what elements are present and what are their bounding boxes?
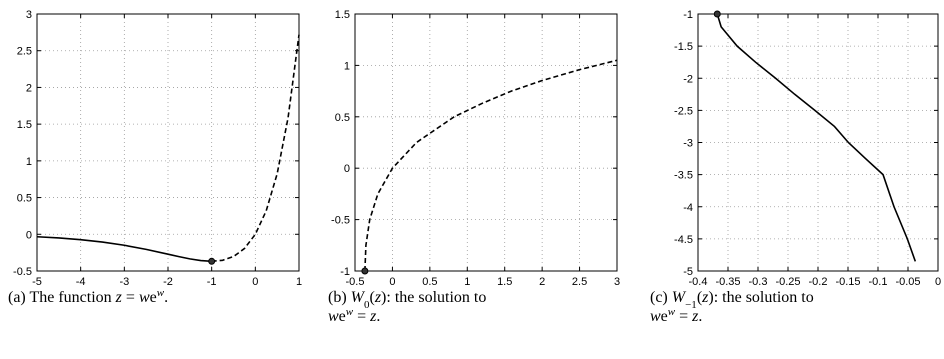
x-tick-label: -0.5: [346, 276, 365, 288]
x-tick-label: 1: [464, 276, 470, 288]
caption-line-2: wew = z.: [328, 306, 380, 325]
y-tick-label: -3.5: [674, 170, 693, 182]
x-tick-label: -2: [163, 276, 173, 288]
x-tick-label: -0.3: [749, 276, 768, 288]
caption-line-1: (c) W−1(z): the solution to: [650, 289, 814, 311]
x-tick-label: -0.2: [809, 276, 828, 288]
y-tick-label: 0.5: [17, 193, 32, 205]
x-tick-label: 2.5: [572, 276, 587, 288]
x-tick-label: 0.5: [422, 276, 437, 288]
y-tick-label: 2.5: [17, 46, 32, 58]
grid-lines: [37, 14, 299, 271]
caption-line-2: wew = z.: [650, 306, 702, 325]
x-tick-label: 2: [539, 276, 545, 288]
y-tick-label: -1.5: [674, 41, 693, 53]
x-tick-label: 1.5: [497, 276, 512, 288]
x-tick-label: -1: [207, 276, 217, 288]
y-tick-label: 0.5: [335, 112, 350, 124]
x-tick-label: -5: [32, 276, 42, 288]
x-tick-label: 0: [252, 276, 258, 288]
series-line-solid: [36, 235, 212, 263]
point-marker: [208, 257, 216, 265]
x-tick-label: -0.25: [775, 276, 800, 288]
x-tick-label: -4: [76, 276, 86, 288]
x-tick-label: -0.35: [715, 276, 740, 288]
chart-panel-a: -5 -4 -3 -2 -1 0 1 -0.5 0 0.5 1 1.5 2 2.5 3 (a) The fun…: [8, 9, 302, 306]
y-tick-label: 0: [26, 229, 32, 241]
grid-lines: [698, 14, 938, 271]
y-tick-label: -2: [683, 73, 693, 85]
series-line-dashed: [211, 34, 300, 263]
series-line-solid: [716, 13, 917, 262]
y-tick-label: -2.5: [674, 105, 693, 117]
chart-panel-b: -0.5 0 0.5 1 1.5 2 2.5 3-1-0.500.511.5(b) W0(z)…: [328, 9, 620, 325]
x-tick-label: -0.15: [835, 276, 860, 288]
x-tick-label: -3: [119, 276, 129, 288]
x-tick-label: 3: [614, 276, 620, 288]
caption-line-1: (b) W0(z): the solution to: [328, 289, 486, 311]
x-tick-label: -0.1: [869, 276, 888, 288]
y-tick-label: -0.5: [13, 266, 32, 278]
y-tick-label: 1.5: [335, 9, 350, 21]
y-tick-label: 2: [26, 82, 32, 94]
y-tick-label: 3: [26, 9, 32, 21]
point-marker: [361, 267, 369, 275]
x-tick-label: 0: [389, 276, 395, 288]
x-tick-label: 0: [935, 276, 941, 288]
plot-frame: [354, 13, 618, 272]
y-tick-label: 1.5: [17, 119, 32, 131]
y-tick-label: -4.5: [674, 234, 693, 246]
series-line-dashed: [364, 59, 618, 272]
y-tick-label: -1: [683, 9, 693, 21]
y-tick-label: -1: [340, 266, 350, 278]
y-tick-label: -0.5: [331, 215, 350, 227]
chart-panel-c: -0.4 -0.35 -0.3 -0.25 -0.2 -0.15 -0.1 -0.05 0 -5 -…: [650, 9, 941, 325]
x-tick-label: -0.05: [895, 276, 920, 288]
y-tick-label: -4: [683, 202, 693, 214]
x-tick-label: -0.4: [689, 276, 708, 288]
grid-lines: [355, 14, 617, 271]
x-tick-label: 1: [296, 276, 302, 288]
caption-line-1: (a) The function z = wew.: [8, 287, 168, 306]
y-tick-label: 1: [344, 60, 350, 72]
y-tick-label: -3: [683, 138, 693, 150]
y-tick-label: 1: [26, 156, 32, 168]
point-marker: [713, 10, 721, 18]
y-tick-label: -5: [683, 266, 693, 278]
y-tick-label: 0: [344, 163, 350, 175]
